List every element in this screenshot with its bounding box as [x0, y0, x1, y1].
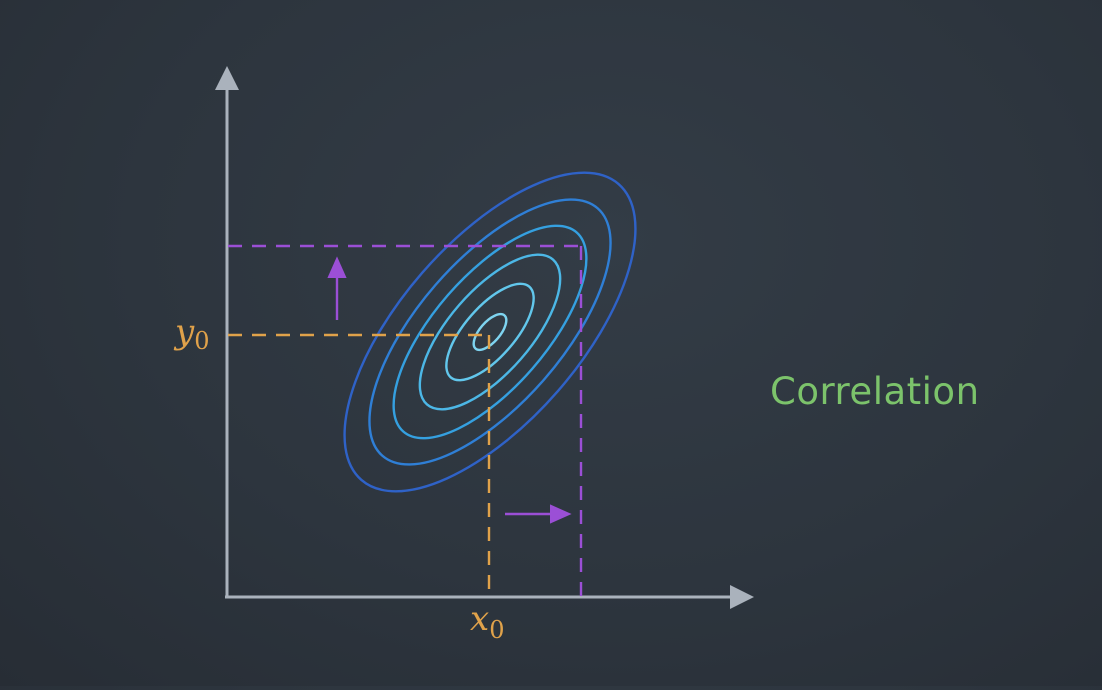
contour-ellipse-1 [343, 171, 637, 493]
y0-label: y0 [173, 312, 210, 355]
contour-ellipse-3 [392, 224, 588, 440]
contour-ellipse-5 [445, 282, 535, 382]
x-axis-arrowhead [730, 585, 754, 609]
y-axis-arrowhead [215, 66, 239, 90]
x0-label: x0 [470, 599, 504, 644]
contour-ellipse-2 [368, 198, 612, 466]
contour-ellipse-6 [472, 312, 508, 352]
contour-ellipses [343, 171, 637, 493]
contour-ellipse-4 [418, 253, 562, 411]
correlation-title: Correlation [770, 370, 980, 413]
